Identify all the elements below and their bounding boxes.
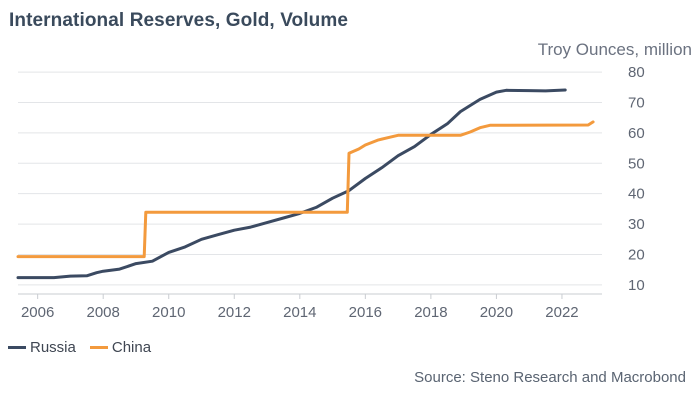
legend-swatch-china <box>89 346 108 349</box>
legend-label-china: China <box>111 339 152 356</box>
legend-label-russia: Russia <box>30 339 76 356</box>
y-tick-label: 50 <box>628 155 645 172</box>
y-tick-label: 20 <box>628 246 645 263</box>
legend-swatch-russia <box>8 346 26 349</box>
chart-title: International Reserves, Gold, Volume <box>9 10 349 31</box>
y-tick-label: 30 <box>628 216 645 233</box>
legend-item-china: China <box>89 339 152 356</box>
series-line-china <box>16 120 595 259</box>
y-tick-label: 10 <box>628 277 645 294</box>
y-tick-label: 60 <box>628 125 645 142</box>
legend-item-russia: Russia <box>8 339 76 356</box>
series-line-russia <box>16 88 567 280</box>
x-tick-label: 2014 <box>283 304 316 321</box>
y-tick-label: 70 <box>628 94 645 111</box>
x-tick-label: 2022 <box>545 304 578 321</box>
x-tick-label: 2010 <box>152 304 185 321</box>
x-tick-label: 2020 <box>480 304 513 321</box>
x-tick-label: 2018 <box>414 304 447 321</box>
x-tick-label: 2008 <box>87 304 120 321</box>
source-note: Source: Steno Research and Macrobond <box>414 369 686 386</box>
x-tick-label: 2006 <box>21 304 54 321</box>
y-axis-label: Troy Ounces, million <box>537 40 692 59</box>
legend: Russia China <box>8 339 151 356</box>
y-tick-label: 80 <box>628 64 645 81</box>
y-tick-label: 40 <box>628 186 645 203</box>
x-tick-label: 2016 <box>349 304 382 321</box>
x-tick-label: 2012 <box>218 304 251 321</box>
